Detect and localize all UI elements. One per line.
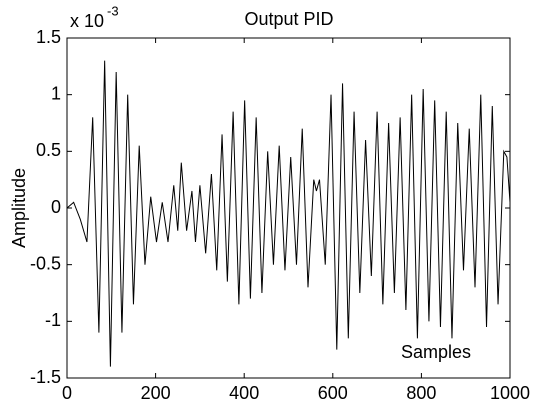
y-tick-label: 0 <box>51 197 61 217</box>
y-axis-label: Amplitude <box>9 168 29 248</box>
y-tick-label: -1 <box>45 310 61 330</box>
y-tick-label: -0.5 <box>30 253 61 273</box>
y-tick-label: 1 <box>51 83 61 103</box>
y-multiplier: x 10 <box>70 11 104 31</box>
y-tick-label: 1.5 <box>36 27 61 47</box>
x-axis-label: Samples <box>401 342 471 362</box>
x-tick-label: 1000 <box>490 383 530 403</box>
y-multiplier-exponent: -3 <box>107 3 119 18</box>
x-tick-label: 800 <box>406 383 436 403</box>
x-tick-label: 200 <box>141 383 171 403</box>
x-tick-label: 400 <box>229 383 259 403</box>
y-tick-label: -1.5 <box>30 367 61 387</box>
signal-line <box>66 60 511 367</box>
x-tick-label: 600 <box>318 383 348 403</box>
x-tick-label: 0 <box>62 383 72 403</box>
chart-title: Output PID <box>244 9 333 29</box>
y-tick-label: 0.5 <box>36 140 61 160</box>
